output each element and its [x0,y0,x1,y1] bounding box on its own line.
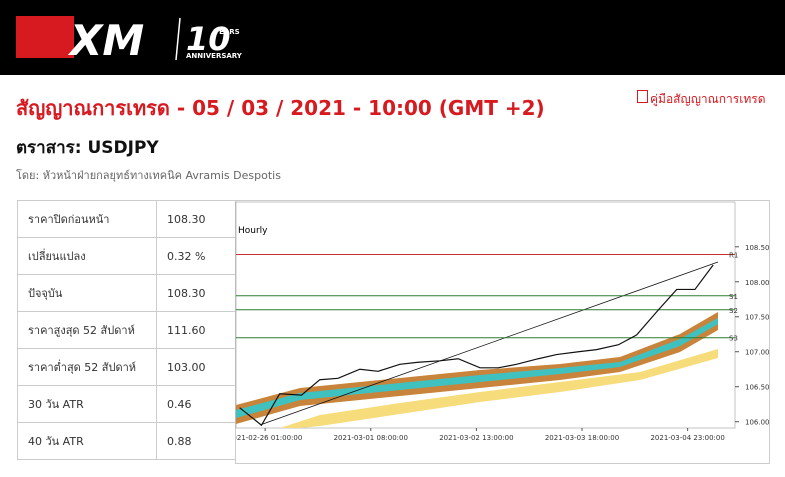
x-tick-label: 2021-03-04 23:00:00 [650,434,724,442]
logo[interactable]: XM 10 YEARS ANNIVERSARY [0,0,260,75]
value-cell: 0.46 [156,385,236,423]
y-tick-label: 107.00 [745,349,770,357]
logo-text: XM [67,16,144,65]
x-tick-label: 2021-03-03 18:00:00 [545,434,619,442]
chart-content: 108.50 108.00 107.50 107.00 106.50 106.00 2021… [228,244,770,442]
value-cell: 0.88 [156,422,236,460]
value-cell: 111.60 [156,311,236,349]
value-cell: 103.00 [156,348,236,386]
y-tick-label: 106.00 [745,419,770,427]
instrument: ตราสาร: USDJPY [16,138,159,158]
band-lower [280,349,718,428]
label-cell: 40 วัน ATR [17,422,157,460]
y-tick-label: 107.50 [745,314,770,322]
value-cell: 108.30 [156,274,236,312]
level-label: S1 [729,293,738,301]
table-row: เปลี่ยนแปลง 0.32 % [17,237,236,275]
y-tick-label: 108.00 [745,279,770,287]
header: XM 10 YEARS ANNIVERSARY [0,0,785,75]
band-outer [236,312,718,424]
band-inner [236,318,718,418]
table-row: ราคาสูงสุด 52 สัปดาห์ 111.60 [17,311,236,349]
page-title: สัญญาณการเทรด - 05 / 03 / 2021 - 10:00 (… [16,96,545,120]
level-label: R1 [729,251,738,259]
divider [175,17,181,61]
level-label: S2 [729,307,738,315]
table-row: 40 วัน ATR 0.88 [17,422,236,460]
table-row: ราคาต่ำสุด 52 สัปดาห์ 103.00 [17,348,236,386]
table-row: 30 วัน ATR 0.46 [17,385,236,423]
table-row: ราคาปิดก่อนหน้า 108.30 [17,200,236,238]
chart-label: Hourly [238,226,268,236]
price-line [239,264,714,427]
x-tick-label: 2021-02-26 01:00:00 [228,434,302,442]
value-cell: 0.32 % [156,237,236,275]
table-row: ปัจจุบัน 108.30 [17,274,236,312]
level-label: S3 [729,335,738,343]
y-tick-label: 106.50 [745,384,770,392]
anniversary-number: 10 [186,20,231,58]
value-cell: 108.30 [156,200,236,238]
pdf-icon[interactable] [637,90,648,103]
info-table: ราคาปิดก่อนหน้า 108.30 เปลี่ยนแปลง 0.32 % ปั… [17,200,236,460]
label-cell: ราคาปิดก่อนหน้า [17,200,157,238]
y-tick-label: 108.50 [745,244,770,252]
x-tick-label: 2021-03-02 13:00:00 [439,434,513,442]
plot-area [235,201,736,429]
trend-line [259,261,719,426]
logo-box [16,16,74,58]
label-cell: เปลี่ยนแปลง [17,237,157,275]
anniversary-text: ANNIVERSARY [186,52,243,60]
label-cell: ราคาต่ำสุด 52 สัปดาห์ [17,348,157,386]
x-tick-label: 2021-03-01 08:00:00 [334,434,408,442]
guide-link[interactable]: คู่มือสัญญาณการเทรด [650,92,766,106]
author: โดย: หัวหน้าฝ่ายกลยุทธ์ทางเทคนิค Avramis… [16,169,281,182]
anniversary-years: YEARS [213,28,240,36]
